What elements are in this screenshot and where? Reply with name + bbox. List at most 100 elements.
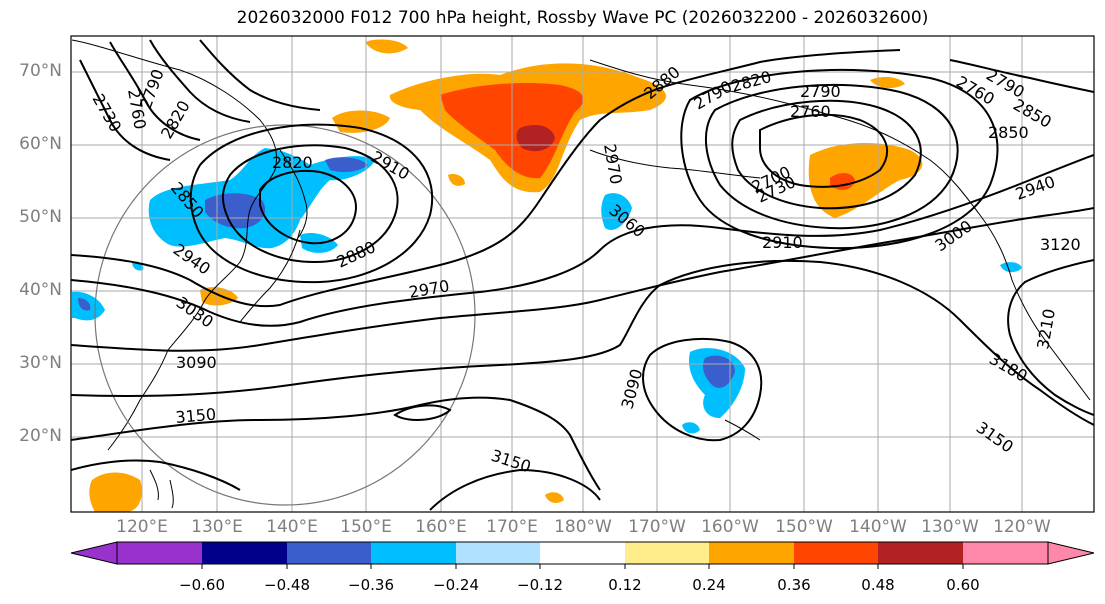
height-contours <box>71 39 1094 511</box>
anomaly-region-arctic <box>365 39 408 54</box>
coastline-japan <box>239 229 301 323</box>
colorbar-tick-label: −0.36 <box>348 576 394 594</box>
contour-line <box>731 99 922 210</box>
lat-label-30n: 30°N <box>19 353 62 373</box>
colorbar-tick-label: 0.60 <box>946 576 980 594</box>
contour-line <box>222 144 399 264</box>
contour-line <box>949 59 1094 93</box>
lat-label-70n: 70°N <box>19 61 62 81</box>
lon-label-160w: 160°W <box>701 517 759 537</box>
anomaly-region-china-strong <box>78 298 91 311</box>
colorbar-tick-label: 0.48 <box>861 576 895 594</box>
contour-line <box>642 337 763 442</box>
anomaly-region-small-2 <box>545 492 564 503</box>
colorbar-segment <box>709 542 794 564</box>
chart-title: 2026032000 F012 700 hPa height, Rossby W… <box>236 8 929 28</box>
contour-line <box>393 404 452 422</box>
lat-label-50n: 50°N <box>19 207 62 227</box>
contour-label: 3150 <box>175 405 217 427</box>
anomaly-region-kuril <box>332 110 390 133</box>
lon-label-170w: 170°W <box>628 517 686 537</box>
coastline-philippines <box>149 469 174 509</box>
coastline-asia <box>71 39 277 451</box>
colorbar-tick-label: 0.36 <box>777 576 811 594</box>
lon-label-120e: 120°E <box>116 517 168 537</box>
lon-label-170e: 170°E <box>486 517 538 537</box>
contour-line <box>704 83 959 230</box>
colorbar-ticks <box>201 564 964 569</box>
colorbar-tick-label: 0.24 <box>692 576 726 594</box>
anomaly-region-arctic-east <box>870 76 905 89</box>
colorbar-segment <box>202 542 287 564</box>
anomaly-region-small-1 <box>448 174 465 186</box>
lon-label-120w: 120°W <box>993 517 1051 537</box>
colorbar-segment <box>540 542 625 564</box>
colorbar-tick-label: −0.24 <box>433 576 479 594</box>
contour-line <box>79 59 171 161</box>
colorbar-segment <box>625 542 709 564</box>
contour-line <box>149 39 251 123</box>
colorbar-tick-label: −0.48 <box>264 576 310 594</box>
anomaly-region-okhotsk-east <box>325 157 368 173</box>
lon-label-150w: 150°W <box>775 517 833 537</box>
colorbar-segment <box>878 542 963 564</box>
contour-line <box>189 123 434 284</box>
contour-label: 2820 <box>272 153 313 172</box>
map-frame <box>70 35 1095 513</box>
contour-line <box>71 207 1094 352</box>
colorbar-segment <box>963 542 1048 564</box>
colorbar-tick-label: −0.60 <box>179 576 225 594</box>
contour-line <box>71 396 601 491</box>
coastline-alaska <box>589 59 1091 401</box>
colorbar-segment <box>371 542 456 564</box>
contour-line <box>109 41 201 141</box>
contour-line <box>759 113 889 188</box>
lat-label-60n: 60°N <box>19 134 62 154</box>
anomaly-region-okhotsk <box>148 148 375 249</box>
colorbar-tick-label: −0.12 <box>517 576 563 594</box>
lat-label-20n: 20°N <box>19 426 62 446</box>
lat-label-40n: 40°N <box>19 280 62 300</box>
colorbar-segment <box>287 542 371 564</box>
anomaly-region-aleutian <box>601 193 632 230</box>
contour-line <box>71 154 1094 327</box>
lon-label-130e: 130°E <box>191 517 243 537</box>
lon-label-150e: 150°E <box>340 517 392 537</box>
contour-line <box>1007 259 1094 416</box>
lon-label-160e: 160°E <box>415 517 467 537</box>
contour-line <box>71 49 901 308</box>
colorbar-frame <box>116 541 1049 565</box>
contour-line <box>259 169 357 245</box>
contour-label: 2850 <box>988 123 1029 142</box>
colorbar-extend-high <box>1047 541 1095 565</box>
colorbar-segment <box>456 542 540 564</box>
contour-label: 2910 <box>762 233 803 252</box>
colorbar-segment <box>794 542 878 564</box>
lon-label-180w: 180°W <box>554 517 612 537</box>
contour-label: 2790 <box>800 82 841 101</box>
anomaly-region-hawaii-south <box>682 422 700 434</box>
anomaly-region-philippines <box>89 472 142 512</box>
anomaly-region-gulf-alaska <box>808 143 923 218</box>
contour-line <box>71 459 241 491</box>
colorbar <box>70 541 1095 569</box>
lon-label-140w: 140°W <box>849 517 907 537</box>
contour-line <box>429 468 601 511</box>
contour-line <box>71 259 1094 426</box>
anomaly-region-pnw <box>1000 262 1022 273</box>
anomaly-region-okhotsk-strong <box>205 193 266 229</box>
contour-line <box>680 68 999 250</box>
colorbar-tick-label: 0.12 <box>608 576 642 594</box>
colorbar-extend-low <box>70 541 118 565</box>
contour-label: 3120 <box>1040 235 1081 254</box>
coastline-kamchatka <box>279 149 308 239</box>
graticule <box>71 36 1094 512</box>
negative-anomaly-regions <box>72 148 1022 434</box>
contour-label: 2760 <box>790 102 831 121</box>
lon-label-140e: 140°E <box>266 517 318 537</box>
lon-label-130w: 130°W <box>921 517 979 537</box>
colorbar-segment <box>117 542 202 564</box>
coastline-aleutians <box>589 149 761 179</box>
contour-label: 3090 <box>176 353 217 372</box>
